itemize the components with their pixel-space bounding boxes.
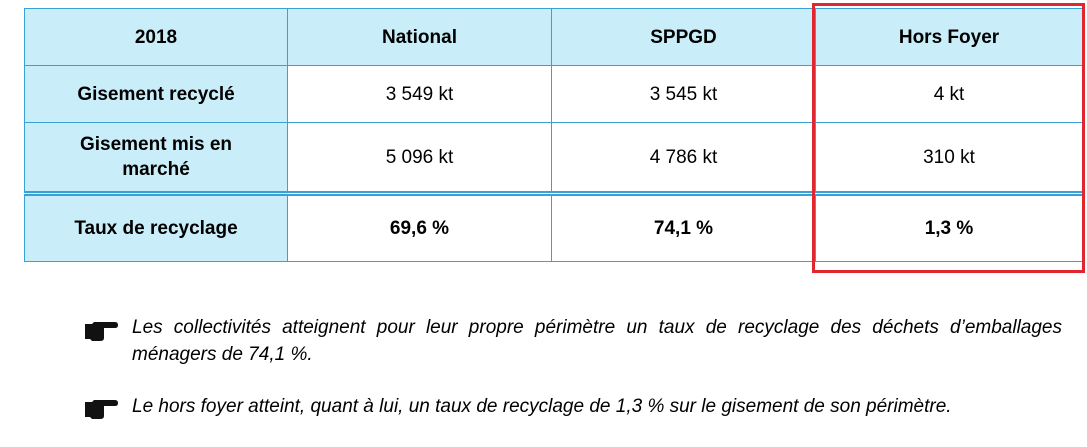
cell-hors-foyer: 4 kt (815, 65, 1083, 123)
cell-hors-foyer: 1,3 % (815, 191, 1083, 262)
table-row: Gisement recyclé 3 549 kt 3 545 kt 4 kt (24, 65, 1083, 123)
cell-national: 5 096 kt (287, 122, 552, 194)
table-row: Gisement mis en marché 5 096 kt 4 786 kt… (24, 122, 1083, 194)
cell-national: 3 549 kt (287, 65, 552, 123)
row-label-gisement-mis-en-marche: Gisement mis en marché (24, 122, 288, 194)
cell-sppgd: 4 786 kt (551, 122, 816, 194)
header-hors-foyer: Hors Foyer (815, 8, 1083, 66)
table-row: Taux de recyclage 69,6 % 74,1 % 1,3 % (24, 191, 1083, 262)
note-collectivites: Les collectivités atteignent pour leur p… (132, 317, 1062, 365)
cell-sppgd: 74,1 % (551, 191, 816, 262)
row-label-taux-de-recyclage: Taux de recyclage (24, 191, 288, 262)
note-hors-foyer: Le hors foyer atteint, quant à lui, un t… (132, 396, 952, 417)
pointing-hand-icon (85, 400, 118, 419)
pointing-hand-icon (85, 322, 118, 341)
cell-national: 69,6 % (287, 191, 552, 262)
cell-sppgd: 3 545 kt (551, 65, 816, 123)
table-header-row: 2018 National SPPGD Hors Foyer (24, 8, 1083, 66)
row-label-gisement-recycle: Gisement recyclé (24, 65, 288, 123)
header-year: 2018 (24, 8, 288, 66)
cell-hors-foyer: 310 kt (815, 122, 1083, 194)
header-sppgd: SPPGD (551, 8, 816, 66)
header-national: National (287, 8, 552, 66)
recycling-table: 2018 National SPPGD Hors Foyer Gisement … (24, 8, 1083, 262)
